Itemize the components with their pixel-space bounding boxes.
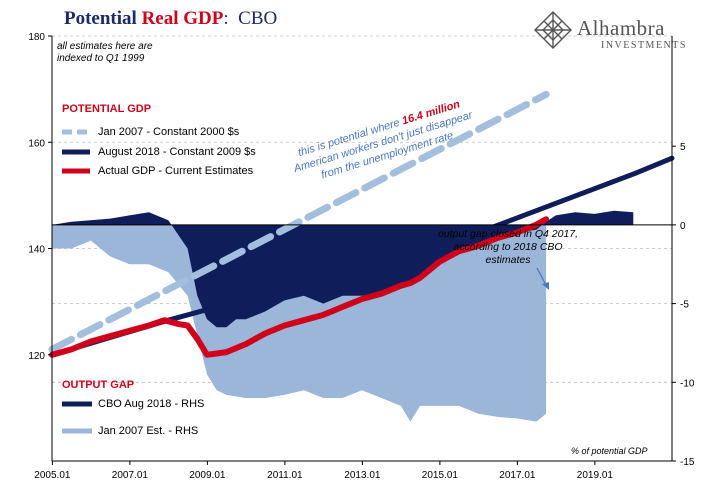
lattice-icon xyxy=(534,11,572,49)
gdp-lines xyxy=(48,90,675,358)
x-tick-label: 2019.01 xyxy=(577,470,614,481)
right-tick-label: 5 xyxy=(680,142,686,153)
legend-swatches xyxy=(62,129,92,434)
index-note: all estimates here are indexed to Q1 1999 xyxy=(57,41,153,64)
line-aug2018 xyxy=(49,155,675,358)
x-tick-label: 2011.01 xyxy=(267,470,303,481)
line-jan2007 xyxy=(48,90,550,353)
legend-actual: Actual GDP - Current Estimates xyxy=(98,165,254,177)
section-potential-gdp: POTENTIAL GDP xyxy=(62,103,152,115)
brand-logo: Alhambra INVESTMENTS xyxy=(533,10,701,56)
left-tick-label: 160 xyxy=(28,138,45,149)
annotation-arrow xyxy=(536,267,547,286)
legend-gap-aug2018: CBO Aug 2018 - RHS xyxy=(98,398,205,410)
line-actual xyxy=(49,216,550,358)
x-tick-label: 2013.01 xyxy=(344,470,381,481)
x-tick-label: 2009.01 xyxy=(189,470,226,481)
x-tick-label: 2017.01 xyxy=(499,470,536,481)
units-label: % of potential GDP xyxy=(571,446,648,456)
left-tick-label: 180 xyxy=(28,32,45,43)
gap-closed-annotation: output gap closed in Q4 2017, according … xyxy=(437,228,579,266)
page-title: Potential Real GDP: CBO xyxy=(64,8,278,29)
left-tick-label: 140 xyxy=(28,245,45,256)
annotation-arrow-head xyxy=(542,282,549,290)
legend-gap-jan2007: Jan 2007 Est. - RHS xyxy=(98,425,199,437)
x-tick-label: 2005.01 xyxy=(34,470,71,481)
legend-jan2007: Jan 2007 - Constant 2000 $s xyxy=(98,126,240,138)
brand-sub: INVESTMENTS xyxy=(601,40,687,51)
x-tick-label: 2015.01 xyxy=(422,470,459,481)
right-tick-label: -15 xyxy=(680,457,695,468)
brand-name: Alhambra xyxy=(577,16,665,40)
section-output-gap: OUTPUT GAP xyxy=(62,379,135,391)
right-tick-label: 0 xyxy=(680,221,686,232)
right-tick-label: -5 xyxy=(680,300,689,311)
left-tick-label: 120 xyxy=(28,351,45,362)
right-tick-label: -10 xyxy=(680,378,695,389)
legend-aug2018: August 2018 - Constant 2009 $s xyxy=(98,146,256,158)
x-tick-label: 2007.01 xyxy=(112,470,149,481)
